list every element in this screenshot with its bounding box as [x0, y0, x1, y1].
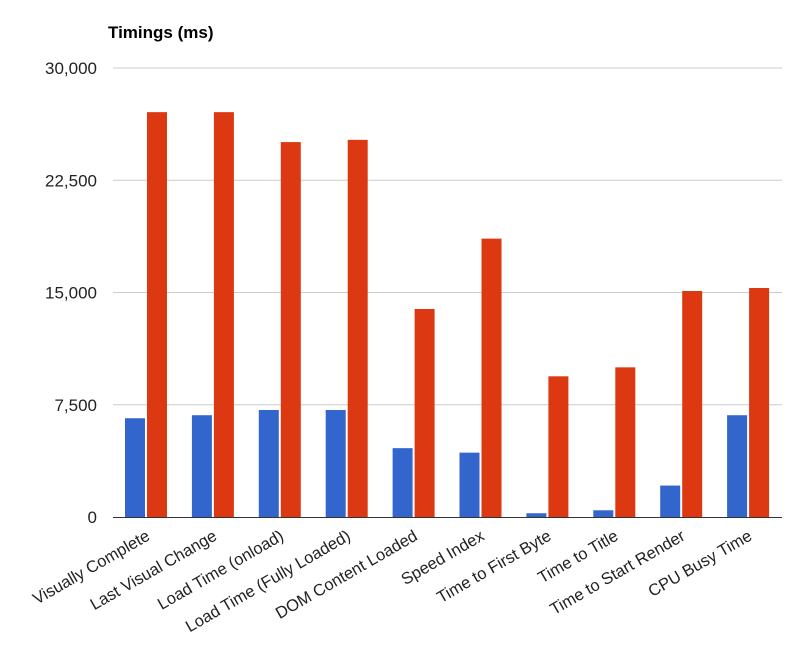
bar-series-1-4: [392, 448, 413, 517]
y-axis: 0 7,500 15,000 22,500 30,000: [45, 59, 97, 527]
bar-series-1-5: [459, 452, 480, 517]
gridlines: [113, 67, 782, 406]
bar-series-1-2: [258, 409, 279, 517]
bar-series-2-6: [548, 376, 569, 517]
bar-series-2-8: [682, 291, 703, 517]
bar-series-1-6: [526, 513, 547, 517]
chart-title: Timings (ms): [108, 23, 213, 42]
bar-series-2-2: [280, 142, 301, 517]
bar-series-1-9: [727, 415, 748, 517]
y-tick-label: 7,500: [54, 396, 97, 415]
bar-series-1-0: [125, 418, 145, 517]
y-tick-label: 15,000: [45, 284, 97, 303]
bar-series-2-9: [749, 288, 770, 517]
bars: [125, 112, 770, 517]
bar-series-1-7: [593, 510, 614, 517]
bar-series-2-7: [615, 367, 636, 517]
bar-series-1-1: [191, 415, 212, 517]
bar-series-2-1: [213, 112, 234, 517]
bar-series-2-5: [481, 238, 502, 517]
bar-series-2-0: [147, 112, 167, 517]
y-tick-label: 0: [88, 508, 97, 527]
bar-series-1-8: [660, 485, 681, 517]
y-tick-label: 22,500: [45, 171, 97, 190]
bar-series-2-3: [347, 139, 368, 517]
y-tick-label: 30,000: [45, 59, 97, 78]
bar-series-1-3: [325, 409, 346, 517]
bar-series-2-4: [414, 308, 435, 517]
x-tick-label: Time to First Byte: [434, 527, 554, 607]
x-tick-label: Last Visual Change: [87, 527, 220, 614]
